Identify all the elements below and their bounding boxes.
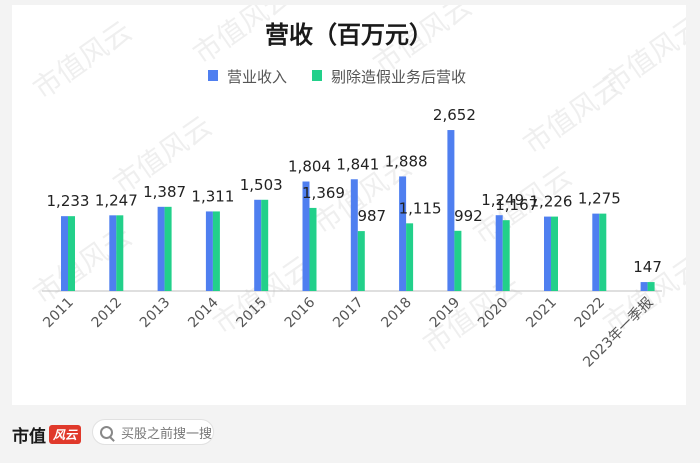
bar-adjusted	[309, 207, 317, 291]
legend: 营业收入 剔除造假业务后营收	[208, 68, 466, 86]
bar-adjusted	[357, 231, 365, 291]
data-label-revenue: 1,503	[240, 176, 283, 194]
bar-adjusted	[599, 213, 607, 291]
bar-adjusted	[261, 199, 269, 291]
data-label-adjusted: 1,115	[399, 199, 442, 217]
data-label-adjusted: 987	[357, 207, 386, 225]
x-tick-label: 2013	[137, 295, 174, 332]
bar-revenue	[302, 181, 310, 291]
bar-adjusted	[68, 216, 75, 291]
x-tick-label: 2018	[378, 295, 415, 332]
legend-label-revenue: 营业收入	[227, 68, 287, 86]
bar-revenue	[592, 213, 600, 291]
bar-adjusted	[212, 211, 220, 291]
x-tick-labels: 2011 2012 2013 2014 2015 2016 2017 2018 2019 2020…	[40, 294, 656, 370]
bar-revenue	[109, 215, 117, 291]
data-label-revenue: 1,387	[143, 183, 186, 201]
data-label-adjusted: 1,167	[495, 196, 538, 214]
legend-label-adjusted: 剔除造假业务后营收	[331, 68, 466, 86]
bar-revenue	[640, 282, 648, 291]
bar-adjusted	[164, 206, 172, 291]
bar-revenue	[254, 199, 262, 291]
bar-revenue	[61, 216, 68, 291]
x-tick-label: 2016	[282, 294, 319, 331]
brand-mark: 风云	[49, 425, 82, 444]
bar-revenue	[350, 179, 358, 291]
footer-bar: 市值 风云 买股之前搜一搜	[0, 410, 700, 463]
data-label-revenue: 1,226	[530, 193, 573, 211]
search-icon	[100, 425, 113, 439]
data-label-revenue: 1,275	[578, 190, 621, 208]
chart-title: 营收（百万元）	[265, 21, 433, 49]
watermark-text: 市值风云	[597, 9, 686, 100]
bar-adjusted	[116, 215, 124, 291]
bar-revenue	[447, 130, 455, 291]
data-label-adjusted: 1,369	[302, 184, 345, 202]
bars	[61, 130, 655, 291]
x-tick-label: 2017	[330, 295, 367, 332]
legend-swatch-revenue	[208, 70, 218, 81]
data-label-revenue: 1,247	[95, 191, 138, 209]
brand-logo[interactable]: 市值 风云	[12, 422, 82, 447]
data-label-revenue: 1,233	[47, 192, 90, 210]
bar-adjusted	[551, 216, 558, 291]
data-labels: 1,233 1,247 1,387 1,311 1,503 1,804 1,369 1,841…	[47, 106, 662, 276]
watermark-text: 市值风云	[27, 14, 138, 105]
bar-adjusted	[502, 220, 510, 291]
x-tick-label: 2021	[523, 295, 560, 332]
brand-name: 市值	[12, 427, 46, 447]
bar-revenue	[205, 211, 213, 291]
legend-swatch-adjusted	[312, 70, 322, 81]
data-label-adjusted: 992	[454, 207, 483, 225]
x-tick-label: 2012	[89, 295, 126, 332]
data-label-revenue: 1,249	[481, 191, 524, 209]
bar-revenue	[495, 215, 503, 291]
data-label-revenue: 1,888	[385, 152, 428, 170]
data-label-revenue: 1,841	[336, 155, 379, 173]
search-box[interactable]: 买股之前搜一搜	[92, 419, 214, 445]
bar-adjusted	[647, 282, 655, 291]
data-label-revenue: 2,652	[433, 106, 476, 124]
data-label-revenue: 1,311	[191, 187, 234, 205]
bar-adjusted	[454, 230, 462, 291]
bar-revenue	[157, 206, 165, 291]
data-label-revenue: 1,804	[288, 158, 331, 176]
search-placeholder: 买股之前搜一搜	[121, 426, 213, 442]
chart-card: 市值风云 市值风云 市值风云 市值风云 市值风云 市值风云 市值风云 市值风云 市值风云 市值风云…	[12, 5, 686, 405]
bar-adjusted	[406, 223, 414, 291]
bar-revenue	[399, 176, 407, 291]
bar-revenue	[544, 216, 551, 291]
data-label-revenue: 147	[633, 258, 662, 276]
